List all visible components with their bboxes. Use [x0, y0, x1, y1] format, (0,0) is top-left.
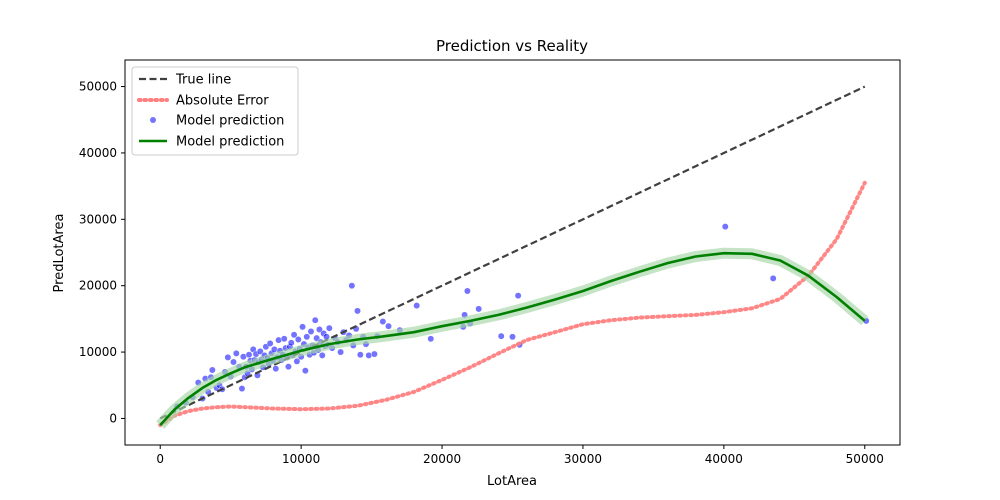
scatter-point: [307, 328, 315, 335]
scatter-point: [294, 336, 302, 343]
scatter-point: [287, 339, 295, 347]
scatter-point: [245, 351, 253, 359]
legend-label: Absolute Error: [176, 94, 269, 109]
scatter-point: [413, 302, 421, 310]
scatter-point: [224, 353, 232, 361]
scatter-point: [385, 322, 392, 330]
x-axis-label: LotArea: [487, 474, 537, 489]
scatter-point: [325, 324, 333, 332]
scatter-point: [475, 305, 483, 313]
scatter-point: [370, 350, 378, 358]
scatter-point: [354, 307, 361, 315]
x-tick-label: 20000: [423, 452, 461, 466]
scatter-point: [270, 345, 278, 353]
scatter-point: [379, 318, 387, 325]
scatter-point: [290, 331, 298, 339]
x-tick-label: 10000: [282, 452, 320, 466]
legend-label: Model prediction: [176, 135, 284, 150]
x-tick-label: 30000: [564, 452, 602, 466]
x-axis: 0 10000 20000 30000 40000 50000: [156, 445, 884, 466]
x-tick-label: 40000: [705, 452, 743, 466]
scatter-point: [238, 385, 246, 393]
true-line: [159, 85, 866, 420]
scatter-point: [356, 351, 364, 359]
chart-title: Prediction vs Reality: [436, 37, 588, 55]
x-tick-label: 0: [156, 452, 164, 466]
y-axis: 0 10000 20000 30000 40000 50000: [79, 80, 125, 425]
scatter-point: [313, 334, 321, 342]
x-tick-label: 50000: [846, 452, 884, 466]
scatter-point: [280, 335, 288, 343]
y-tick-label: 0: [109, 411, 117, 425]
scatter-point: [769, 274, 777, 282]
scatter-point: [232, 349, 240, 357]
scatter-point: [721, 223, 729, 231]
scatter-point: [427, 335, 435, 343]
scatter-point: [299, 323, 306, 331]
scatter-point: [272, 365, 280, 373]
y-tick-label: 20000: [79, 279, 117, 293]
y-tick-label: 40000: [79, 146, 117, 160]
scatter-point: [514, 292, 522, 300]
legend-label: True line: [175, 73, 231, 88]
scatter-point: [509, 333, 516, 341]
scatter-point: [337, 348, 345, 356]
scatter-point: [230, 358, 237, 366]
scatter-point: [303, 333, 311, 341]
scatter-point: [318, 351, 326, 359]
plot-frame: [124, 59, 901, 446]
legend-swatch: [149, 116, 157, 124]
legend: True line Absolute Error Model prediction M…: [131, 66, 299, 156]
scatter-point: [266, 339, 274, 347]
y-axis-label: PredLotArea: [52, 214, 67, 293]
scatter-point: [348, 282, 356, 290]
scatter-point: [293, 357, 301, 365]
scatter-point: [497, 332, 505, 340]
scatter-point: [301, 367, 309, 375]
scatter-point: [208, 366, 216, 374]
scatter-point: [316, 326, 323, 333]
legend-label: Model prediction: [176, 114, 284, 129]
absolute-error-line: [158, 180, 867, 428]
legend-box: [131, 66, 299, 156]
y-tick-label: 30000: [79, 212, 117, 226]
scatter-point: [365, 351, 373, 359]
scatter-point: [463, 287, 471, 295]
y-tick-label: 50000: [79, 80, 117, 94]
model-prediction-line: [159, 251, 866, 426]
scatter-point: [275, 336, 283, 344]
y-tick-label: 10000: [79, 345, 117, 359]
scatter-point: [285, 363, 292, 371]
scatter-point: [256, 347, 264, 355]
scatter-point: [311, 316, 319, 324]
